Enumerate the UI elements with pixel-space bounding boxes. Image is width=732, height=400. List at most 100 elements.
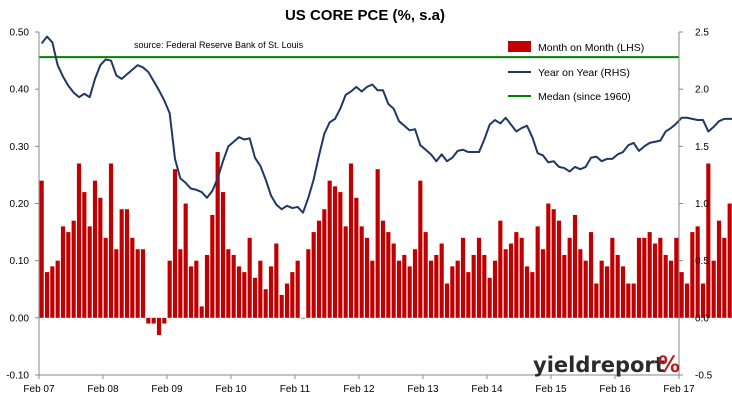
- bar-month-on-month: [706, 163, 711, 318]
- bar-month-on-month: [594, 283, 599, 318]
- legend: Month on Month (LHS) Year on Year (RHS) …: [508, 41, 644, 103]
- bar-month-on-month: [183, 203, 188, 318]
- bar-month-on-month: [306, 249, 311, 318]
- bar-month-on-month: [44, 272, 50, 318]
- bar-month-on-month: [151, 317, 156, 324]
- bar-month-on-month: [450, 266, 455, 318]
- bar-month-on-month: [562, 254, 567, 318]
- bar-month-on-month: [231, 254, 236, 318]
- bar-month-on-month: [322, 209, 327, 318]
- bar-month-on-month: [727, 203, 732, 318]
- x-tick-label: Feb 15: [535, 384, 567, 395]
- legend-label-median: Medan (since 1960): [538, 91, 631, 103]
- x-tick-label: Feb 08: [87, 384, 119, 395]
- bar-month-on-month: [167, 260, 172, 318]
- bar-month-on-month: [434, 254, 439, 318]
- bar-month-on-month: [300, 317, 306, 319]
- y-right-tick-label: 0.5: [695, 256, 709, 267]
- bar-month-on-month: [60, 226, 66, 318]
- bar-month-on-month: [92, 180, 98, 318]
- bar-month-on-month: [220, 192, 226, 318]
- bar-month-on-month: [700, 283, 706, 318]
- bar-month-on-month: [247, 237, 252, 318]
- bar-month-on-month: [615, 254, 620, 318]
- logo-percent-icon: %: [658, 353, 680, 378]
- legend-label-month-on-month: Month on Month (LHS): [538, 42, 644, 54]
- bar-month-on-month: [439, 243, 444, 318]
- bar-month-on-month: [226, 249, 231, 318]
- bar-month-on-month: [567, 237, 572, 318]
- bar-month-on-month: [178, 249, 183, 318]
- bar-month-on-month: [396, 260, 402, 318]
- bar-month-on-month: [375, 169, 380, 318]
- bar-month-on-month: [524, 266, 530, 318]
- bar-month-on-month: [156, 317, 162, 335]
- bar-month-on-month: [487, 277, 492, 318]
- bar-month-on-month: [636, 237, 642, 318]
- bar-month-on-month: [242, 272, 247, 318]
- bar-month-on-month: [444, 283, 450, 318]
- x-tick-label: Feb 12: [343, 384, 375, 395]
- bar-month-on-month: [114, 249, 119, 318]
- bar-month-on-month: [535, 226, 540, 318]
- y-left-tick-label: 0.50: [10, 28, 30, 39]
- bar-month-on-month: [359, 226, 364, 318]
- bar-month-on-month: [412, 249, 418, 318]
- bar-month-on-month: [631, 283, 636, 318]
- legend-label-year-on-year: Year on Year (RHS): [538, 67, 630, 79]
- x-tick-label: Feb 07: [23, 384, 55, 395]
- bar-month-on-month: [551, 209, 556, 318]
- bar-month-on-month: [354, 197, 359, 318]
- bar-month-on-month: [482, 254, 487, 318]
- bar-month-on-month: [98, 197, 103, 318]
- x-tick-label: Feb 14: [471, 384, 503, 395]
- bar-month-on-month: [508, 243, 514, 318]
- bar-month-on-month: [455, 260, 460, 318]
- bar-month-on-month: [498, 220, 503, 318]
- bar-month-on-month: [546, 203, 551, 318]
- bar-month-on-month: [460, 237, 466, 318]
- bar-month-on-month: [572, 214, 578, 318]
- bar-month-on-month: [652, 243, 658, 318]
- bar-month-on-month: [610, 237, 615, 318]
- bar-month-on-month: [519, 237, 524, 318]
- bar-month-on-month: [556, 220, 562, 318]
- chart-title: US CORE PCE (%, s.a): [285, 7, 445, 24]
- x-tick-label: Feb 10: [215, 384, 247, 395]
- bar-month-on-month: [327, 180, 332, 318]
- bar-month-on-month: [386, 232, 391, 318]
- bar-month-on-month: [199, 306, 204, 318]
- bar-month-on-month: [674, 237, 679, 318]
- bar-month-on-month: [236, 266, 242, 318]
- y-right-tick-label: 2.0: [695, 85, 709, 96]
- bar-month-on-month: [711, 260, 716, 318]
- bar-month-on-month: [103, 237, 108, 318]
- bar-month-on-month: [380, 220, 386, 318]
- y-left-tick-label: 0.40: [10, 85, 30, 96]
- bar-month-on-month: [514, 232, 519, 318]
- y-left-tick-label: 0.30: [10, 142, 30, 153]
- bar-month-on-month: [604, 266, 610, 318]
- source-annotation: source: Federal Reserve Bank of St. Loui…: [134, 40, 304, 50]
- y-right-tick-label: 1.5: [695, 142, 709, 153]
- bar-month-on-month: [108, 163, 114, 318]
- y-right-tick-label: -0.5: [695, 371, 713, 382]
- bar-month-on-month: [279, 294, 284, 318]
- y-left-tick-label: 0.00: [10, 313, 30, 324]
- y-right-tick-label: 2.5: [695, 28, 709, 39]
- bar-month-on-month: [642, 237, 647, 318]
- bar-month-on-month: [391, 243, 396, 318]
- bar-month-on-month: [76, 163, 82, 318]
- bar-month-on-month: [268, 266, 274, 318]
- bar-month-on-month: [87, 226, 92, 318]
- bar-month-on-month: [348, 163, 354, 318]
- bar-month-on-month: [258, 260, 263, 318]
- bar-month-on-month: [130, 237, 135, 318]
- bar-month-on-month: [599, 260, 604, 318]
- y-right-tick-label: 0.0: [695, 313, 709, 324]
- bar-month-on-month: [668, 260, 674, 318]
- bar-month-on-month: [588, 232, 594, 318]
- bar-month-on-month: [295, 260, 300, 318]
- bar-month-on-month: [402, 254, 407, 318]
- bar-month-on-month: [540, 249, 546, 318]
